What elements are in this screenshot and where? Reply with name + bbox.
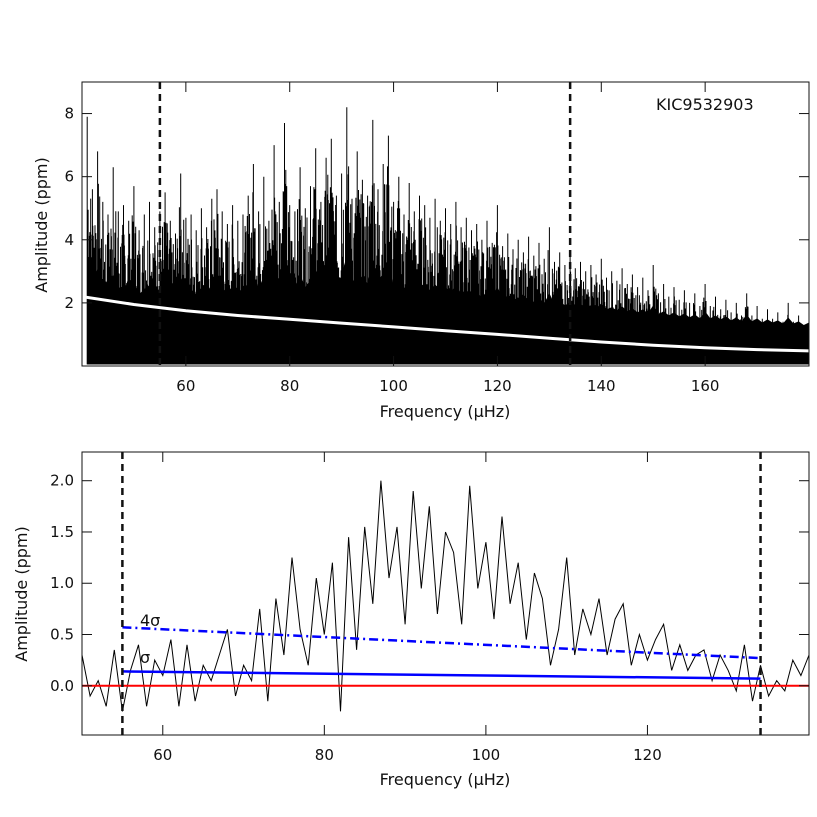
x-tick-label: 160 [691, 377, 720, 395]
bottom-plot-area [82, 452, 809, 735]
y-tick-label: 1.0 [50, 574, 74, 592]
top-x-axis-label: Frequency (μHz) [380, 402, 511, 421]
bottom-axis-ticks: 60 80 100 120 0.0 0.5 1.0 1.5 2.0 [50, 452, 809, 764]
y-tick-label: 4 [64, 231, 74, 249]
x-tick-label: 100 [379, 377, 408, 395]
x-tick-label: 100 [472, 746, 501, 764]
bottom-y-axis-label: Amplitude (ppm) [12, 526, 31, 661]
power-spectrum-core [87, 254, 809, 365]
y-tick-label: 1.5 [50, 523, 74, 541]
y-tick-label: 0.5 [50, 626, 74, 644]
x-tick-label: 80 [280, 377, 299, 395]
sigma-line-line [122, 670, 761, 680]
top-plot-frame [81, 81, 810, 367]
top-axis-ticks: 60 80 100 120 140 160 2 4 6 8 [64, 82, 809, 395]
smoothed-spectrum-line [82, 480, 809, 712]
top-series-group [82, 107, 809, 365]
bottom-panel: 60 80 100 120 0.0 0.5 1.0 1.5 2.0 Frequency (μHz… [12, 451, 810, 789]
bottom-series-group [82, 480, 809, 712]
four-sigma-label: 4σ [140, 611, 160, 630]
top-plot-area [82, 82, 809, 366]
star-id-label: KIC9532903 [656, 95, 754, 114]
x-tick-label: 120 [633, 746, 662, 764]
y-tick-label: 6 [64, 168, 74, 186]
bottom-plot-frame [81, 451, 810, 736]
sigma-label: σ [140, 648, 150, 667]
background-fit-line [82, 295, 809, 353]
top-y-axis-label: Amplitude (ppm) [32, 157, 51, 292]
x-tick-label: 140 [587, 377, 616, 395]
y-tick-label: 2.0 [50, 472, 74, 490]
x-tick-label: 80 [315, 746, 334, 764]
bottom-x-axis-label: Frequency (μHz) [380, 770, 511, 789]
y-tick-label: 8 [64, 105, 74, 123]
y-tick-label: 0.0 [50, 677, 74, 695]
x-tick-label: 60 [176, 377, 195, 395]
top-panel: 60 80 100 120 140 160 2 4 6 8 Frequency (μHz) Amp… [32, 81, 810, 421]
x-tick-label: 120 [483, 377, 512, 395]
y-tick-label: 2 [64, 294, 74, 312]
four-sigma-line-line [122, 626, 761, 660]
x-tick-label: 60 [153, 746, 172, 764]
